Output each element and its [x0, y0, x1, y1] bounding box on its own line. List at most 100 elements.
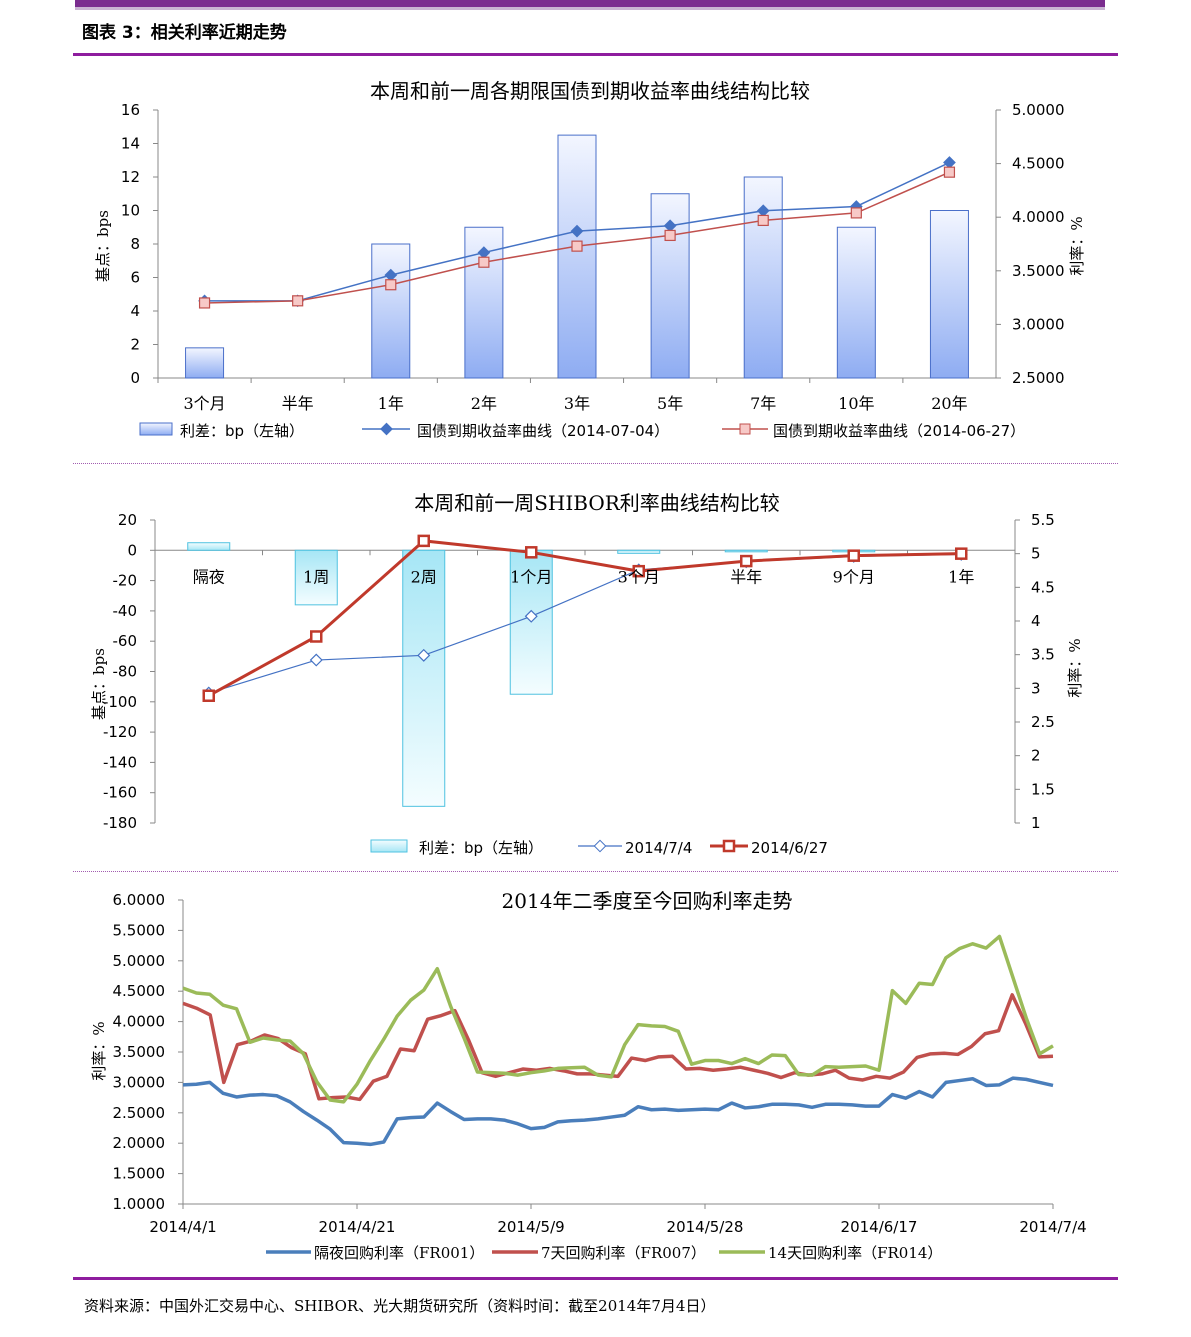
chart2-y2tick-label: 5 — [1031, 545, 1041, 563]
chart2-y2tick-label: 1.5 — [1031, 780, 1055, 798]
source-note: 资料来源：中国外汇交易中心、SHIBOR、光大期货研究所（资料时间：截至2014… — [84, 1297, 716, 1315]
chart3-legend-label-2: 7天回购利率（FR007） — [541, 1244, 706, 1262]
chart1-legend-label1: 国债到期收益率曲线（2014-07-04） — [417, 422, 669, 440]
chart2-ytick-label: -60 — [113, 632, 138, 650]
chart1-bar — [836, 226, 876, 379]
chart1-point-square — [385, 279, 397, 291]
chart1-point-square — [664, 229, 676, 242]
chart2-bar — [294, 549, 338, 606]
chart1-legend-swatch-bar — [139, 422, 173, 436]
chart1-xtick-label: 半年 — [282, 394, 314, 413]
chart3-ytick-label: 5.0000 — [113, 952, 166, 970]
chart2-ytick-label: -100 — [103, 693, 137, 711]
chart1-y2tick-label: 2.5000 — [1012, 369, 1065, 387]
chart2-ytick-label: 20 — [118, 511, 137, 529]
chart2-point-square — [525, 546, 538, 559]
chart2-point-square — [202, 689, 215, 702]
chart1-point-square — [478, 256, 490, 268]
treasury-yield-chart: 本周和前一周各期限国债到期收益率曲线结构比较 0 2 4 6 8 10 12 14 16 2.50… — [94, 79, 1086, 440]
chart1-ytick-label: 8 — [130, 235, 140, 253]
chart1-legend-label-bar: 利差：bp（左轴） — [180, 422, 304, 440]
chart1-point-square — [757, 214, 769, 227]
chart1-ytick-label: 0 — [130, 369, 140, 387]
chart3-ytick-label: 1.0000 — [113, 1195, 166, 1213]
chart1-title: 本周和前一周各期限国债到期收益率曲线结构比较 — [370, 79, 810, 103]
chart2-point-square — [310, 630, 323, 643]
chart1-point-square — [292, 295, 304, 307]
chart1-y2tick-label: 4.0000 — [1012, 208, 1065, 226]
chart3-ytick-label: 6.0000 — [113, 891, 166, 909]
chart1-xtick-label: 7年 — [750, 394, 776, 413]
chart3-xtick-label: 2014/6/17 — [841, 1218, 918, 1236]
chart1-xtick-label: 3个月 — [183, 394, 225, 413]
chart3-ytick-label: 4.0000 — [113, 1013, 166, 1031]
bottom-rule — [73, 1277, 1118, 1280]
chart1-ytick-label: 4 — [130, 302, 140, 320]
chart2-legend-label-bar: 利差：bp（左轴） — [419, 839, 543, 857]
chart1-xtick-label: 5年 — [657, 394, 683, 413]
chart3-series-line-1 — [182, 1076, 1054, 1147]
header-bar-shadow — [75, 7, 1105, 10]
chart2-ytick-label: -40 — [113, 602, 138, 620]
chart3-xtick-label: 2014/5/9 — [497, 1218, 564, 1236]
chart3-series-line-2 — [182, 993, 1054, 1102]
chart2-legend-marker2 — [722, 839, 736, 853]
chart1-legend-marker1 — [380, 422, 393, 436]
chart1-ytick-label: 12 — [121, 168, 140, 186]
chart1-ytick-label: 6 — [130, 269, 140, 287]
chart1-y2tick-label: 4.5000 — [1012, 155, 1065, 173]
chart1-point-square — [198, 297, 211, 309]
shibor-chart: 本周和前一周SHIBOR利率曲线结构比较 -180 -160 -140 -120 -10… — [90, 491, 1084, 857]
chart1-ytick-label: 2 — [130, 336, 140, 354]
chart1-xtick-label: 3年 — [564, 394, 590, 413]
chart1-y2tick-label: 3.0000 — [1012, 315, 1065, 333]
chart2-ytick-label: -160 — [103, 784, 137, 802]
chart2-point-diamond — [309, 653, 323, 667]
chart3-xtick-label: 2014/4/1 — [149, 1218, 216, 1236]
chart2-y2tick-label: 5.5 — [1031, 511, 1055, 529]
chart1-point-square — [571, 240, 583, 252]
chart1-bar — [557, 134, 597, 379]
chart1-point-diamond — [477, 246, 491, 259]
chart2-xtick-label: 半年 — [730, 567, 762, 586]
chart2-title: 本周和前一周SHIBOR利率曲线结构比较 — [414, 491, 780, 515]
chart1-bar — [371, 243, 411, 379]
chart2-ytick-label: -80 — [113, 663, 138, 681]
chart2-point-diamond — [524, 609, 538, 623]
chart2-ylabel-left: 基点：bps — [90, 648, 108, 720]
chart2-xtick-label: 隔夜 — [193, 567, 225, 586]
chart3-xtick-label: 2014/7/4 — [1019, 1218, 1086, 1236]
chart2-bar — [617, 549, 661, 554]
chart1-bar — [929, 210, 969, 379]
chart2-bar — [402, 549, 446, 807]
chart3-ytick-label: 5.5000 — [113, 921, 166, 939]
chart2-y2tick-label: 4.5 — [1031, 578, 1055, 596]
chart2-legend-swatch-bar — [370, 839, 408, 853]
chart1-legend-marker2 — [739, 423, 751, 435]
chart2-y2tick-label: 2 — [1031, 747, 1041, 765]
chart2-ytick-label: -120 — [103, 723, 137, 741]
chart1-ylabel-left: 基点：bps — [94, 210, 112, 282]
chart2-xtick-label: 2周 — [411, 567, 437, 586]
chart1-point-square — [943, 166, 956, 178]
chart2-y2tick-label: 1 — [1031, 814, 1041, 832]
chart2-legend-label2: 2014/6/27 — [751, 839, 828, 857]
chart2-point-square — [740, 554, 753, 568]
chart2-ylabel-right: 利率：% — [1066, 638, 1084, 697]
chart1-ytick-label: 10 — [121, 202, 140, 220]
chart3-ytick-label: 3.5000 — [113, 1043, 166, 1061]
chart1-point-diamond — [384, 268, 398, 282]
chart2-y2tick-label: 4 — [1031, 612, 1041, 630]
chart2-xtick-label: 9个月 — [833, 567, 875, 586]
chart2-point-diamond — [417, 648, 431, 662]
chart1-point-square — [850, 207, 862, 219]
chart1-xtick-label: 20年 — [931, 394, 967, 413]
chart2-point-square — [955, 547, 968, 560]
chart2-legend-marker1 — [593, 839, 607, 853]
chart3-xtick-label: 2014/4/21 — [319, 1218, 396, 1236]
chart2-ytick-label: -180 — [103, 814, 137, 832]
chart1-xtick-label: 2年 — [471, 394, 497, 413]
chart2-point-square — [632, 564, 645, 578]
chart2-legend-label1: 2014/7/4 — [625, 839, 692, 857]
chart1-y2tick-label: 3.5000 — [1012, 262, 1065, 280]
